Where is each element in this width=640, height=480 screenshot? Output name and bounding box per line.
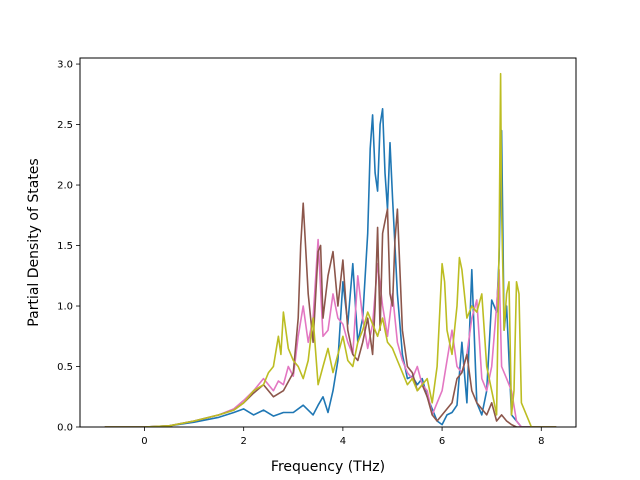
x-axis: 0 2 4 6 8 bbox=[141, 427, 544, 447]
x-tick-label: 8 bbox=[538, 436, 544, 447]
x-tick-label: 0 bbox=[141, 436, 147, 447]
series-layer bbox=[104, 72, 557, 427]
y-tick-label: 2.5 bbox=[57, 120, 73, 131]
y-tick-label: 0.0 bbox=[57, 423, 73, 434]
y-tick-label: 2.0 bbox=[57, 181, 73, 192]
y-tick-label: 0.5 bbox=[57, 362, 73, 373]
series-line-3 bbox=[104, 202, 557, 427]
series-line-2 bbox=[104, 238, 557, 427]
y-tick-label: 1.0 bbox=[57, 302, 73, 313]
x-tick-label: 6 bbox=[439, 436, 445, 447]
plot-frame bbox=[79, 57, 577, 428]
y-tick-label: 3.0 bbox=[57, 60, 73, 71]
series-line-4 bbox=[104, 72, 557, 427]
y-axis: 0.0 0.5 1.0 1.5 2.0 2.5 3.0 bbox=[57, 60, 80, 434]
x-tick-label: 2 bbox=[240, 436, 246, 447]
y-axis-label: Partial Density of States bbox=[26, 158, 42, 326]
x-axis-label: Frequency (THz) bbox=[271, 459, 385, 475]
x-tick-label: 4 bbox=[340, 436, 346, 447]
y-tick-label: 1.5 bbox=[57, 241, 73, 252]
